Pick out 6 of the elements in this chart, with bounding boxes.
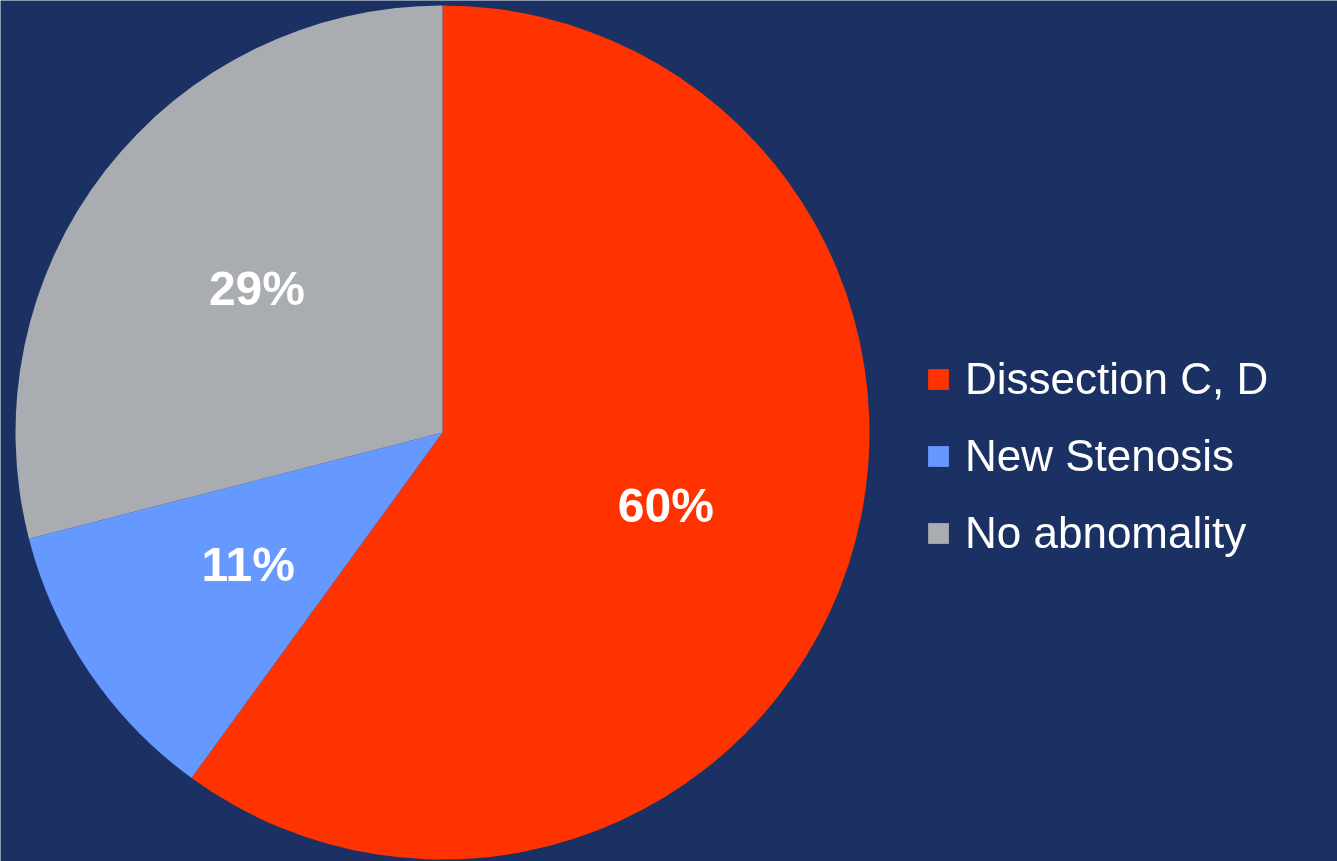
data-label: 11% [201, 538, 295, 592]
legend-label: Dissection C, D [965, 353, 1269, 405]
data-label: 60% [617, 478, 714, 532]
legend-label: No abnomality [965, 507, 1247, 559]
legend-label: New Stenosis [965, 430, 1235, 482]
data-label: 29% [208, 262, 305, 316]
